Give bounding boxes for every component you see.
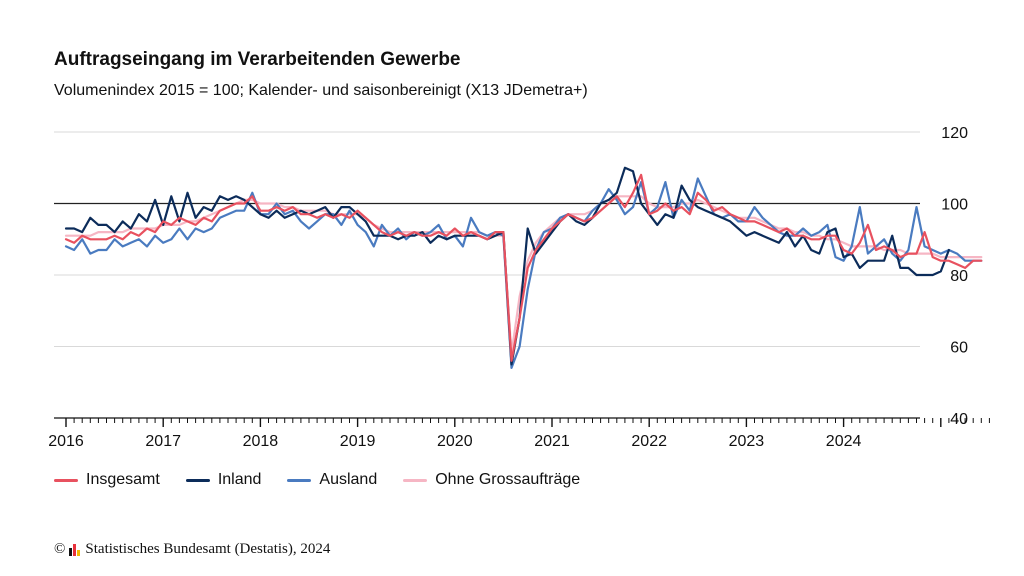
x-tick-label: 2016 (48, 433, 84, 450)
destatis-logo-icon (69, 543, 81, 556)
credit-text: Statistisches Bundesamt (Destatis), 2024 (85, 541, 331, 557)
legend-swatch (54, 478, 78, 482)
legend-label: Inland (217, 471, 262, 488)
x-tick-label: 2019 (340, 433, 376, 450)
legend-item: Insgesamt (54, 471, 160, 489)
series-line-inland (64, 166, 951, 366)
legend-swatch (287, 478, 312, 482)
copyright-symbol: © (54, 541, 66, 557)
legend-swatch (185, 478, 210, 482)
y-tick-label: 40 (950, 411, 968, 428)
x-tick-label: 2020 (437, 433, 473, 450)
series-lines (64, 166, 983, 369)
legend-item: Ohne Grossaufträge (403, 471, 580, 489)
x-tick-label: 2018 (243, 433, 279, 450)
credit-line: © Statistisches Bundesamt (Destatis), 20… (54, 541, 330, 558)
chart-title: Auftragseingang im Verarbeitenden Gewerb… (54, 49, 461, 70)
y-tick-label: 100 (941, 197, 968, 214)
x-tick-label: 2017 (145, 433, 181, 450)
legend-label: Ausland (319, 471, 378, 488)
grid-lines (54, 131, 920, 347)
legend-label: Ohne Grossaufträge (435, 471, 581, 488)
series-line-ausland (64, 177, 983, 369)
legend-item: Inland (185, 471, 262, 489)
x-tick-label: 2022 (631, 433, 667, 450)
x-tick-label: 2021 (534, 433, 570, 450)
y-tick-label: 60 (950, 340, 968, 357)
chart-subtitle: Volumenindex 2015 = 100; Kalender- und s… (54, 82, 588, 99)
legend-swatch (403, 478, 428, 482)
legend-label: Insgesamt (86, 471, 160, 488)
x-axis: 2016 2017 2018 2019 2020 2021 2022 2023 2024 (48, 417, 990, 450)
legend-item: Ausland (287, 471, 377, 489)
y-tick-label: 80 (950, 268, 968, 285)
y-tick-label: 120 (941, 125, 968, 142)
x-tick-label: 2023 (729, 433, 765, 450)
legend: Insgesamt Inland Ausland Ohne Grossaufträge (54, 471, 606, 489)
series-line-insgesamt (64, 173, 983, 362)
x-tick-label: 2024 (826, 433, 862, 450)
y-axis: 40 60 80 100 120 (941, 125, 968, 428)
